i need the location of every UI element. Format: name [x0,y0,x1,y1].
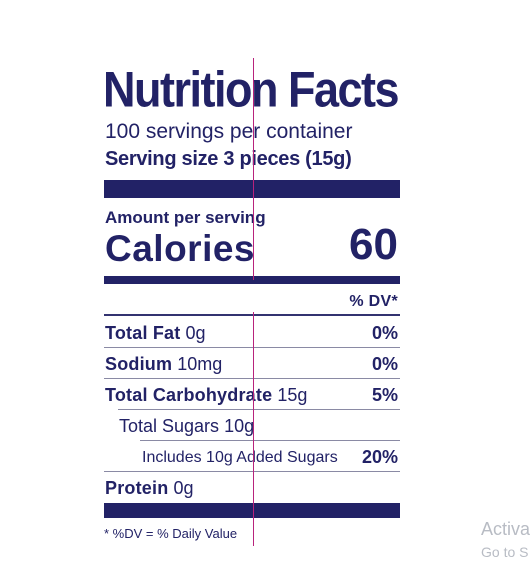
calories-value: 60 [349,220,398,269]
daily-value-footnote: * %DV = % Daily Value [104,526,238,541]
row-divider [104,378,400,379]
nutrient-row-label: Total Carbohydrate 15g [105,386,307,404]
nutrient-amount: 15g [277,385,308,405]
amount-per-serving: Amount per serving [105,208,266,227]
vertical-guide-line [253,58,254,280]
activation-watermark-line2: Go to S [481,544,529,560]
row-divider [104,314,400,316]
activation-watermark-line1: Activa [481,519,531,539]
daily-value-header: % DV* [349,293,398,310]
nutrient-amount: 10mg [177,354,223,374]
nutrient-row-label: Total Sugars 10g [119,417,254,435]
row-divider [104,471,400,472]
nutrient-name: Total Fat [105,323,181,343]
thick-divider-top [104,180,400,198]
nutrient-row-label: Total Fat 0g [105,324,206,342]
nutrient-daily-value: 0% [371,354,398,374]
nutrient-amount: 0g [185,323,206,343]
nutrient-amount: 0g [173,478,194,498]
nutrient-amount: 10g [224,416,255,436]
vertical-guide-line [253,312,254,546]
nutrient-name: Sodium [105,354,173,374]
label-title: Nutrition Facts [103,60,400,118]
medium-divider [104,276,400,284]
nutrient-name: Protein [105,478,169,498]
row-divider [104,347,400,348]
row-divider [140,440,400,441]
calories-label: Calories [105,228,256,269]
row-divider [118,409,400,410]
nutrition-facts-label: Nutrition Facts 100 servings per contain… [100,60,400,548]
nutrient-name: Includes 10g Added Sugars [142,449,338,466]
nutrient-name: Total Carbohydrate [105,385,273,405]
nutrient-daily-value: 5% [371,385,398,405]
servings-per-container: 100 servings per container [105,120,353,143]
serving-size: Serving size 3 pieces (15g) [105,148,352,170]
nutrient-daily-value: 20% [361,447,398,467]
thick-divider-bottom [104,503,400,518]
nutrient-name: Total Sugars [119,416,220,436]
nutrient-row-label: Protein 0g [105,479,193,497]
nutrient-row-label: Includes 10g Added Sugars [142,450,338,466]
nutrient-row-label: Sodium 10mg [105,355,222,373]
nutrient-daily-value: 0% [371,323,398,343]
